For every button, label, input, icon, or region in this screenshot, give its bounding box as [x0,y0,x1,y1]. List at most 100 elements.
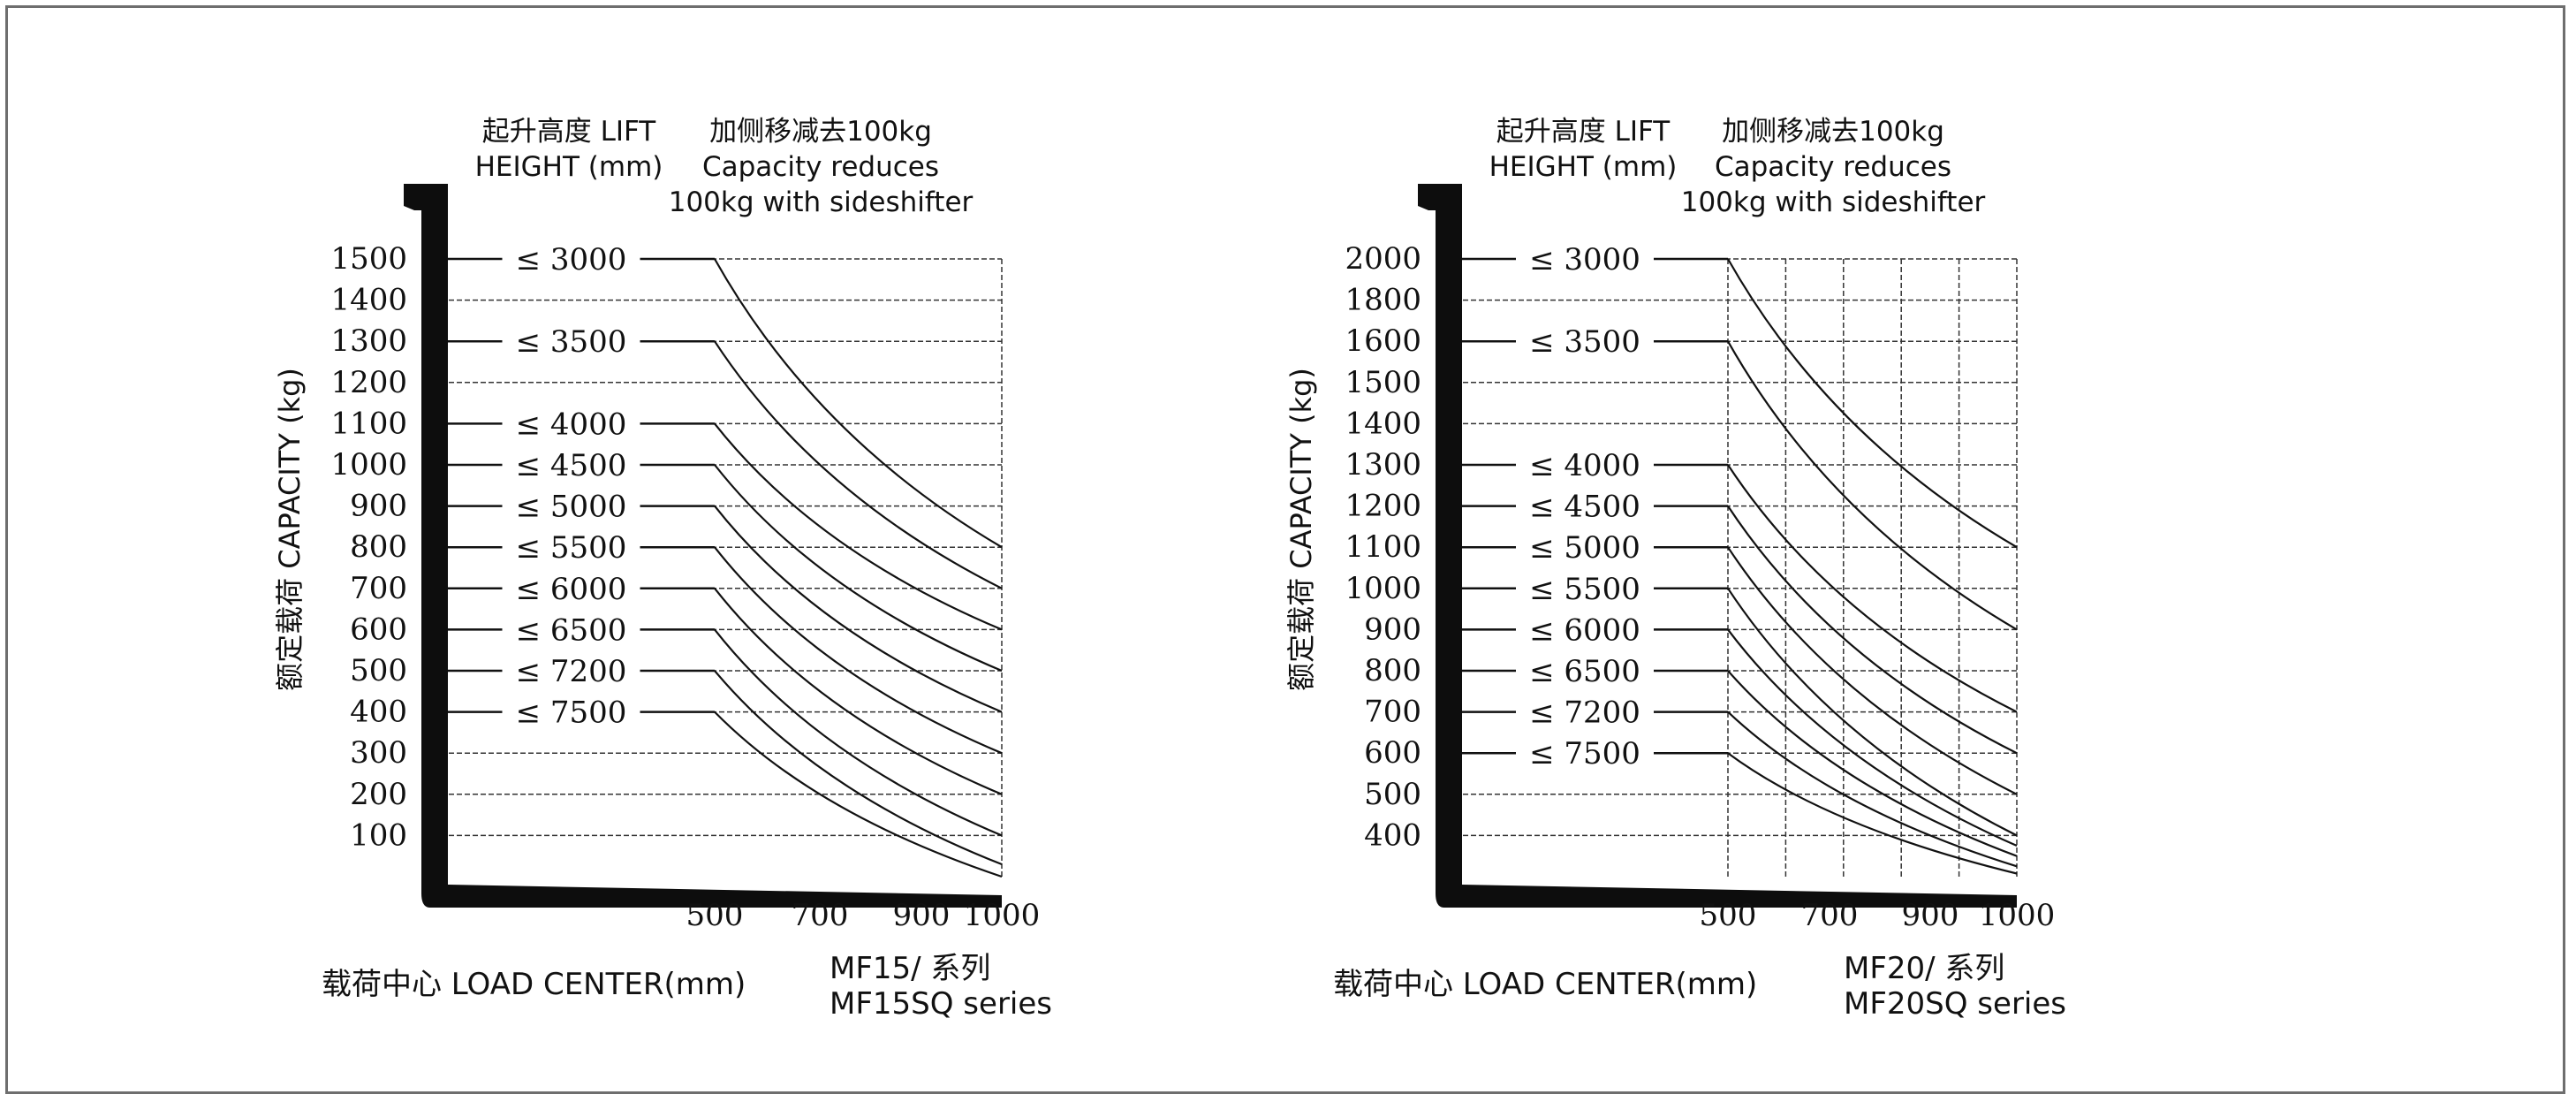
y-tick-label: 1500 [1345,365,1421,400]
fork-axis-frame [1418,184,2017,908]
capacity-curve [1727,711,2018,868]
y-tick-label: 1200 [1345,489,1421,524]
series-label-bg [502,490,640,522]
capacity-curve [1727,340,2018,631]
series-label: ≤ 3000 [1529,242,1640,277]
sideshifter-note: 加侧移减去100kg [709,116,932,148]
series-label: ≤ 7500 [516,695,627,731]
figure-frame: 起升高度 LIFT HEIGHT (mm) 加侧移减去100kg Capacity r… [5,5,2565,1094]
y-axis-title: 额定载荷 CAPACITY (kg) [273,368,307,691]
capacity-curve [714,546,1003,755]
series-label-bg [502,531,640,564]
y-tick-label: 1800 [1345,283,1421,318]
series-label: ≤ 6000 [516,572,627,607]
lift-height-header: 起升高度 LIFT [1496,116,1671,148]
series-label-bg [1516,449,1654,481]
series-label: ≤ 5000 [1529,530,1640,566]
y-tick-label: 2000 [1345,241,1421,277]
series-label: ≤ 3500 [516,324,627,360]
y-tick-label: 1300 [330,323,407,359]
series-label-bg [502,325,640,358]
capacity-curve [714,258,1003,549]
series-label: ≤ 7200 [1529,695,1640,731]
y-tick-label: 100 [350,817,407,853]
x-tick-label: 1000 [1979,898,2056,933]
capacity-curve [714,670,1003,866]
series-label: ≤ 4500 [516,448,627,483]
y-axis-title: 额定载荷 CAPACITY (kg) [1284,368,1318,691]
series-label: ≤ 7500 [1529,736,1640,771]
y-tick-label: 700 [350,571,407,606]
x-tick-label: 500 [1700,898,1757,933]
series-label-bg [1516,655,1654,687]
y-tick-label: 1000 [330,447,407,483]
series-label: ≤ 5000 [516,490,627,525]
y-tick-label: 400 [350,695,407,730]
series-label-bg [502,449,640,481]
series-caption: MF20/ 系列 [1844,951,2004,986]
y-tick-label: 400 [1364,817,1421,853]
y-tick-label: 1300 [1345,447,1421,483]
series-label: ≤ 6500 [516,612,627,648]
y-tick-label: 1500 [330,241,407,277]
x-axis-title: 载荷中心 LOAD CENTER(mm) [1333,967,1757,1002]
series-label-bg [502,243,640,275]
x-tick-label: 700 [792,898,849,933]
series-label-bg [502,613,640,646]
x-tick-label: 500 [686,898,744,933]
x-tick-label: 900 [893,898,951,933]
lift-height-header: 起升高度 LIFT [482,116,657,148]
y-tick-label: 800 [1364,653,1421,688]
series-label-bg [1516,243,1654,275]
series-label-bg [502,695,640,728]
series-label: ≤ 5500 [516,530,627,566]
series-label: ≤ 6500 [1529,654,1640,689]
series-caption: MF20SQ series [1844,986,2066,1022]
y-tick-label: 1400 [1345,406,1421,441]
sideshifter-note: 100kg with sideshifter [669,186,974,218]
series-label-bg [1516,737,1654,770]
series-label-bg [1516,613,1654,646]
capacity-curve [714,628,1003,837]
series-label: ≤ 7200 [516,654,627,689]
y-tick-label: 900 [1364,612,1421,647]
y-tick-label: 700 [1364,695,1421,730]
sideshifter-note: Capacity reduces [1715,151,1951,183]
sideshifter-note: Capacity reduces [702,151,939,183]
series-label: ≤ 6000 [1529,612,1640,648]
capacity-curve [714,464,1003,673]
fork-axis-frame [404,184,1002,908]
y-tick-label: 500 [1364,777,1421,812]
series-label-bg [1516,531,1654,564]
lift-height-header: HEIGHT (mm) [475,151,663,183]
capacity-curve [1727,670,2018,857]
y-tick-label: 300 [350,735,407,771]
lift-height-header: HEIGHT (mm) [1489,151,1678,183]
y-tick-label: 600 [1364,735,1421,771]
series-label-bg [502,655,640,687]
capacity-curve [714,588,1003,795]
series-label-bg [1516,325,1654,358]
capacity-curve [1727,464,2018,713]
series-label: ≤ 5500 [1529,572,1640,607]
y-tick-label: 1100 [330,406,407,441]
x-tick-label: 700 [1801,898,1859,933]
series-label: ≤ 4500 [1529,490,1640,525]
y-tick-label: 1100 [1345,529,1421,565]
series-label: ≤ 3500 [1529,324,1640,360]
capacity-curve [714,711,1003,878]
capacity-curve [1727,588,2018,837]
capacity-curve [714,340,1003,589]
capacity-curve [714,422,1003,631]
y-tick-label: 1000 [1345,571,1421,606]
capacity-curve [1727,628,2018,847]
series-label: ≤ 4000 [1529,448,1640,483]
y-tick-label: 1600 [1345,323,1421,359]
capacity-curve [1727,258,2018,549]
series-label-bg [502,572,640,604]
y-tick-label: 200 [350,777,407,812]
capacity-curve [1727,546,2018,795]
x-tick-label: 1000 [964,898,1041,933]
